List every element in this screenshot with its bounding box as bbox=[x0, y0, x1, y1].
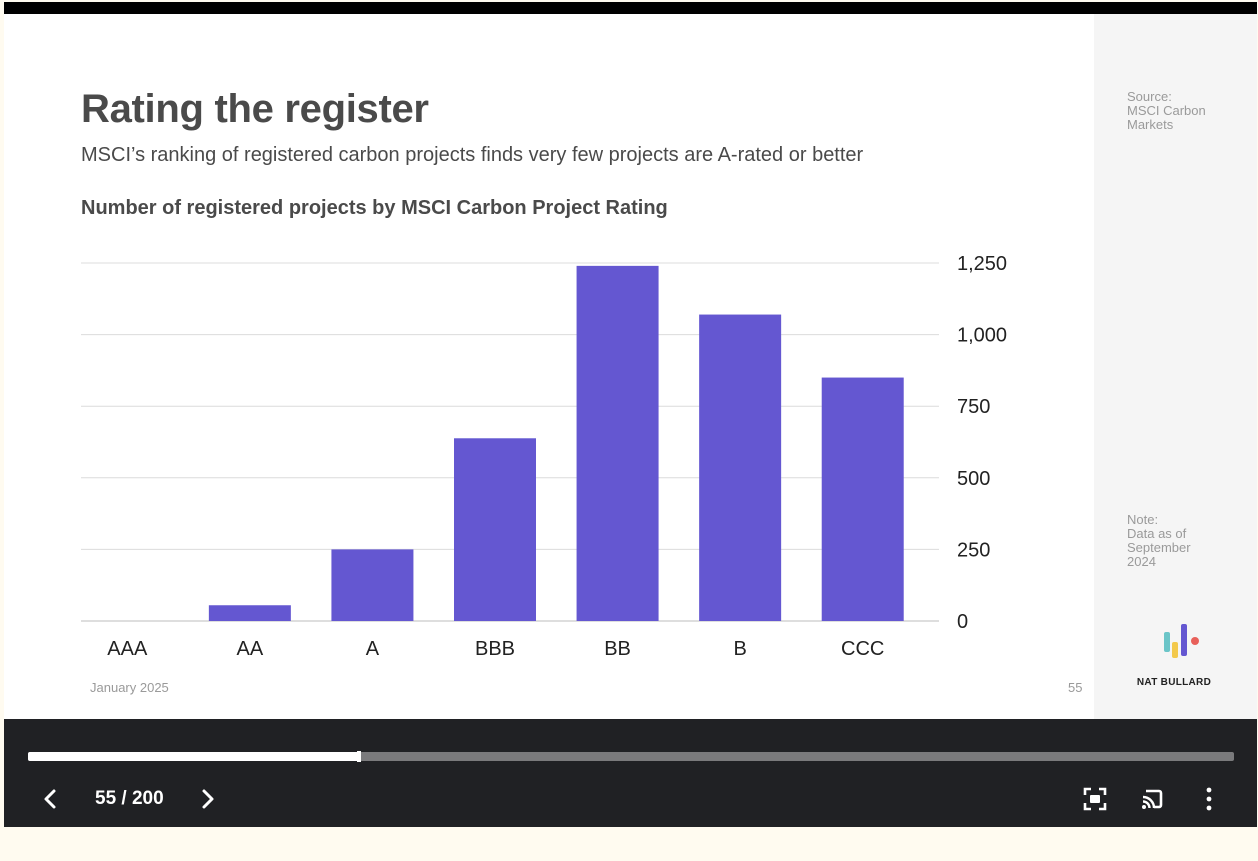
y-tick-label: 500 bbox=[957, 468, 990, 490]
x-tick-label: B bbox=[733, 638, 746, 660]
progress-bar[interactable] bbox=[28, 751, 1234, 762]
source-note: Source: MSCI Carbon Markets bbox=[1127, 89, 1206, 132]
y-tick-label: 1,000 bbox=[957, 325, 1007, 347]
x-tick-label: BB bbox=[604, 638, 631, 660]
chart-title: Number of registered projects by MSCI Ca… bbox=[81, 197, 668, 219]
footer-date: January 2025 bbox=[90, 680, 169, 695]
x-tick-label: A bbox=[366, 638, 380, 660]
more-options-button[interactable] bbox=[1192, 782, 1226, 816]
more-vertical-icon bbox=[1206, 787, 1212, 811]
chevron-right-icon bbox=[202, 789, 214, 809]
fullscreen-icon bbox=[1083, 787, 1107, 811]
bar-ccc bbox=[821, 377, 904, 621]
slide-title: Rating the register bbox=[81, 87, 429, 131]
next-slide-button[interactable] bbox=[190, 782, 224, 816]
bar-bbb bbox=[454, 438, 536, 621]
progress-handle[interactable] bbox=[357, 751, 362, 762]
slide: Rating the register MSCI’s ranking of re… bbox=[4, 14, 1257, 719]
slide-subtitle: MSCI’s ranking of registered carbon proj… bbox=[81, 144, 864, 166]
fullscreen-button[interactable] bbox=[1078, 782, 1112, 816]
chevron-left-icon bbox=[44, 789, 56, 809]
y-tick-label: 0 bbox=[957, 611, 968, 633]
cast-button[interactable] bbox=[1135, 782, 1169, 816]
brand-logo-icon bbox=[1127, 622, 1237, 671]
bar-a bbox=[331, 549, 414, 621]
y-tick-label: 250 bbox=[957, 539, 990, 561]
y-tick-label: 750 bbox=[957, 396, 990, 418]
x-tick-label: AAA bbox=[107, 638, 148, 660]
data-note: Note: Data as of September 2024 bbox=[1127, 512, 1191, 569]
presentation-viewer: Rating the register MSCI’s ranking of re… bbox=[4, 2, 1257, 827]
bar-b bbox=[699, 314, 782, 621]
progress-fill bbox=[28, 752, 360, 761]
brand-name: NAT BULLARD bbox=[1136, 677, 1212, 688]
prev-slide-button[interactable] bbox=[34, 782, 68, 816]
cast-icon bbox=[1142, 789, 1163, 809]
x-tick-label: BBB bbox=[475, 638, 515, 660]
x-tick-label: AA bbox=[237, 638, 264, 660]
bar-aa bbox=[208, 605, 291, 621]
footer-page-number: 55 bbox=[1068, 680, 1083, 695]
bar-bb bbox=[576, 265, 659, 621]
y-tick-label: 1,250 bbox=[957, 253, 1007, 275]
player-controls: 55 / 200 bbox=[4, 719, 1257, 827]
slide-sidebar: Source: MSCI Carbon Markets Note: Data a… bbox=[1094, 14, 1257, 719]
x-tick-label: CCC bbox=[841, 638, 884, 660]
page-counter: 55 / 200 bbox=[95, 788, 164, 809]
